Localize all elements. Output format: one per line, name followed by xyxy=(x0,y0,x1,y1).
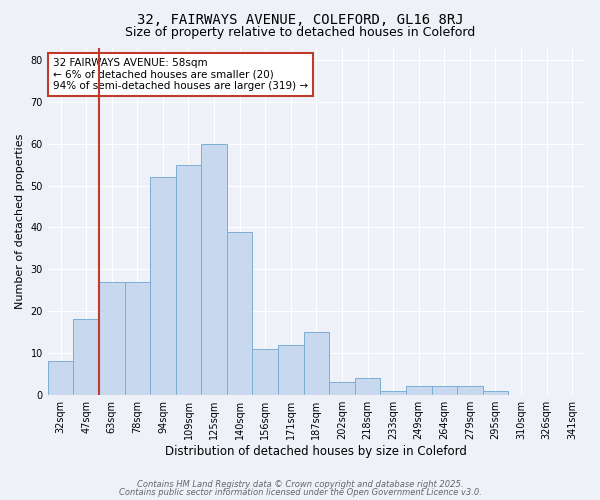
Bar xyxy=(201,144,227,394)
Bar xyxy=(380,390,406,394)
Bar xyxy=(176,164,201,394)
Bar xyxy=(48,361,73,394)
Bar xyxy=(125,282,150,395)
Text: Contains HM Land Registry data © Crown copyright and database right 2025.: Contains HM Land Registry data © Crown c… xyxy=(137,480,463,489)
X-axis label: Distribution of detached houses by size in Coleford: Distribution of detached houses by size … xyxy=(166,444,467,458)
Bar xyxy=(73,320,99,394)
Bar xyxy=(227,232,253,394)
Bar xyxy=(150,177,176,394)
Bar xyxy=(329,382,355,394)
Bar xyxy=(431,386,457,394)
Bar xyxy=(304,332,329,394)
Y-axis label: Number of detached properties: Number of detached properties xyxy=(15,134,25,309)
Bar xyxy=(482,390,508,394)
Bar xyxy=(406,386,431,394)
Bar xyxy=(99,282,125,395)
Text: 32, FAIRWAYS AVENUE, COLEFORD, GL16 8RJ: 32, FAIRWAYS AVENUE, COLEFORD, GL16 8RJ xyxy=(137,12,463,26)
Bar xyxy=(278,344,304,395)
Bar xyxy=(457,386,482,394)
Text: 32 FAIRWAYS AVENUE: 58sqm
← 6% of detached houses are smaller (20)
94% of semi-d: 32 FAIRWAYS AVENUE: 58sqm ← 6% of detach… xyxy=(53,58,308,91)
Text: Size of property relative to detached houses in Coleford: Size of property relative to detached ho… xyxy=(125,26,475,39)
Bar xyxy=(253,348,278,395)
Bar xyxy=(355,378,380,394)
Text: Contains public sector information licensed under the Open Government Licence v3: Contains public sector information licen… xyxy=(119,488,481,497)
